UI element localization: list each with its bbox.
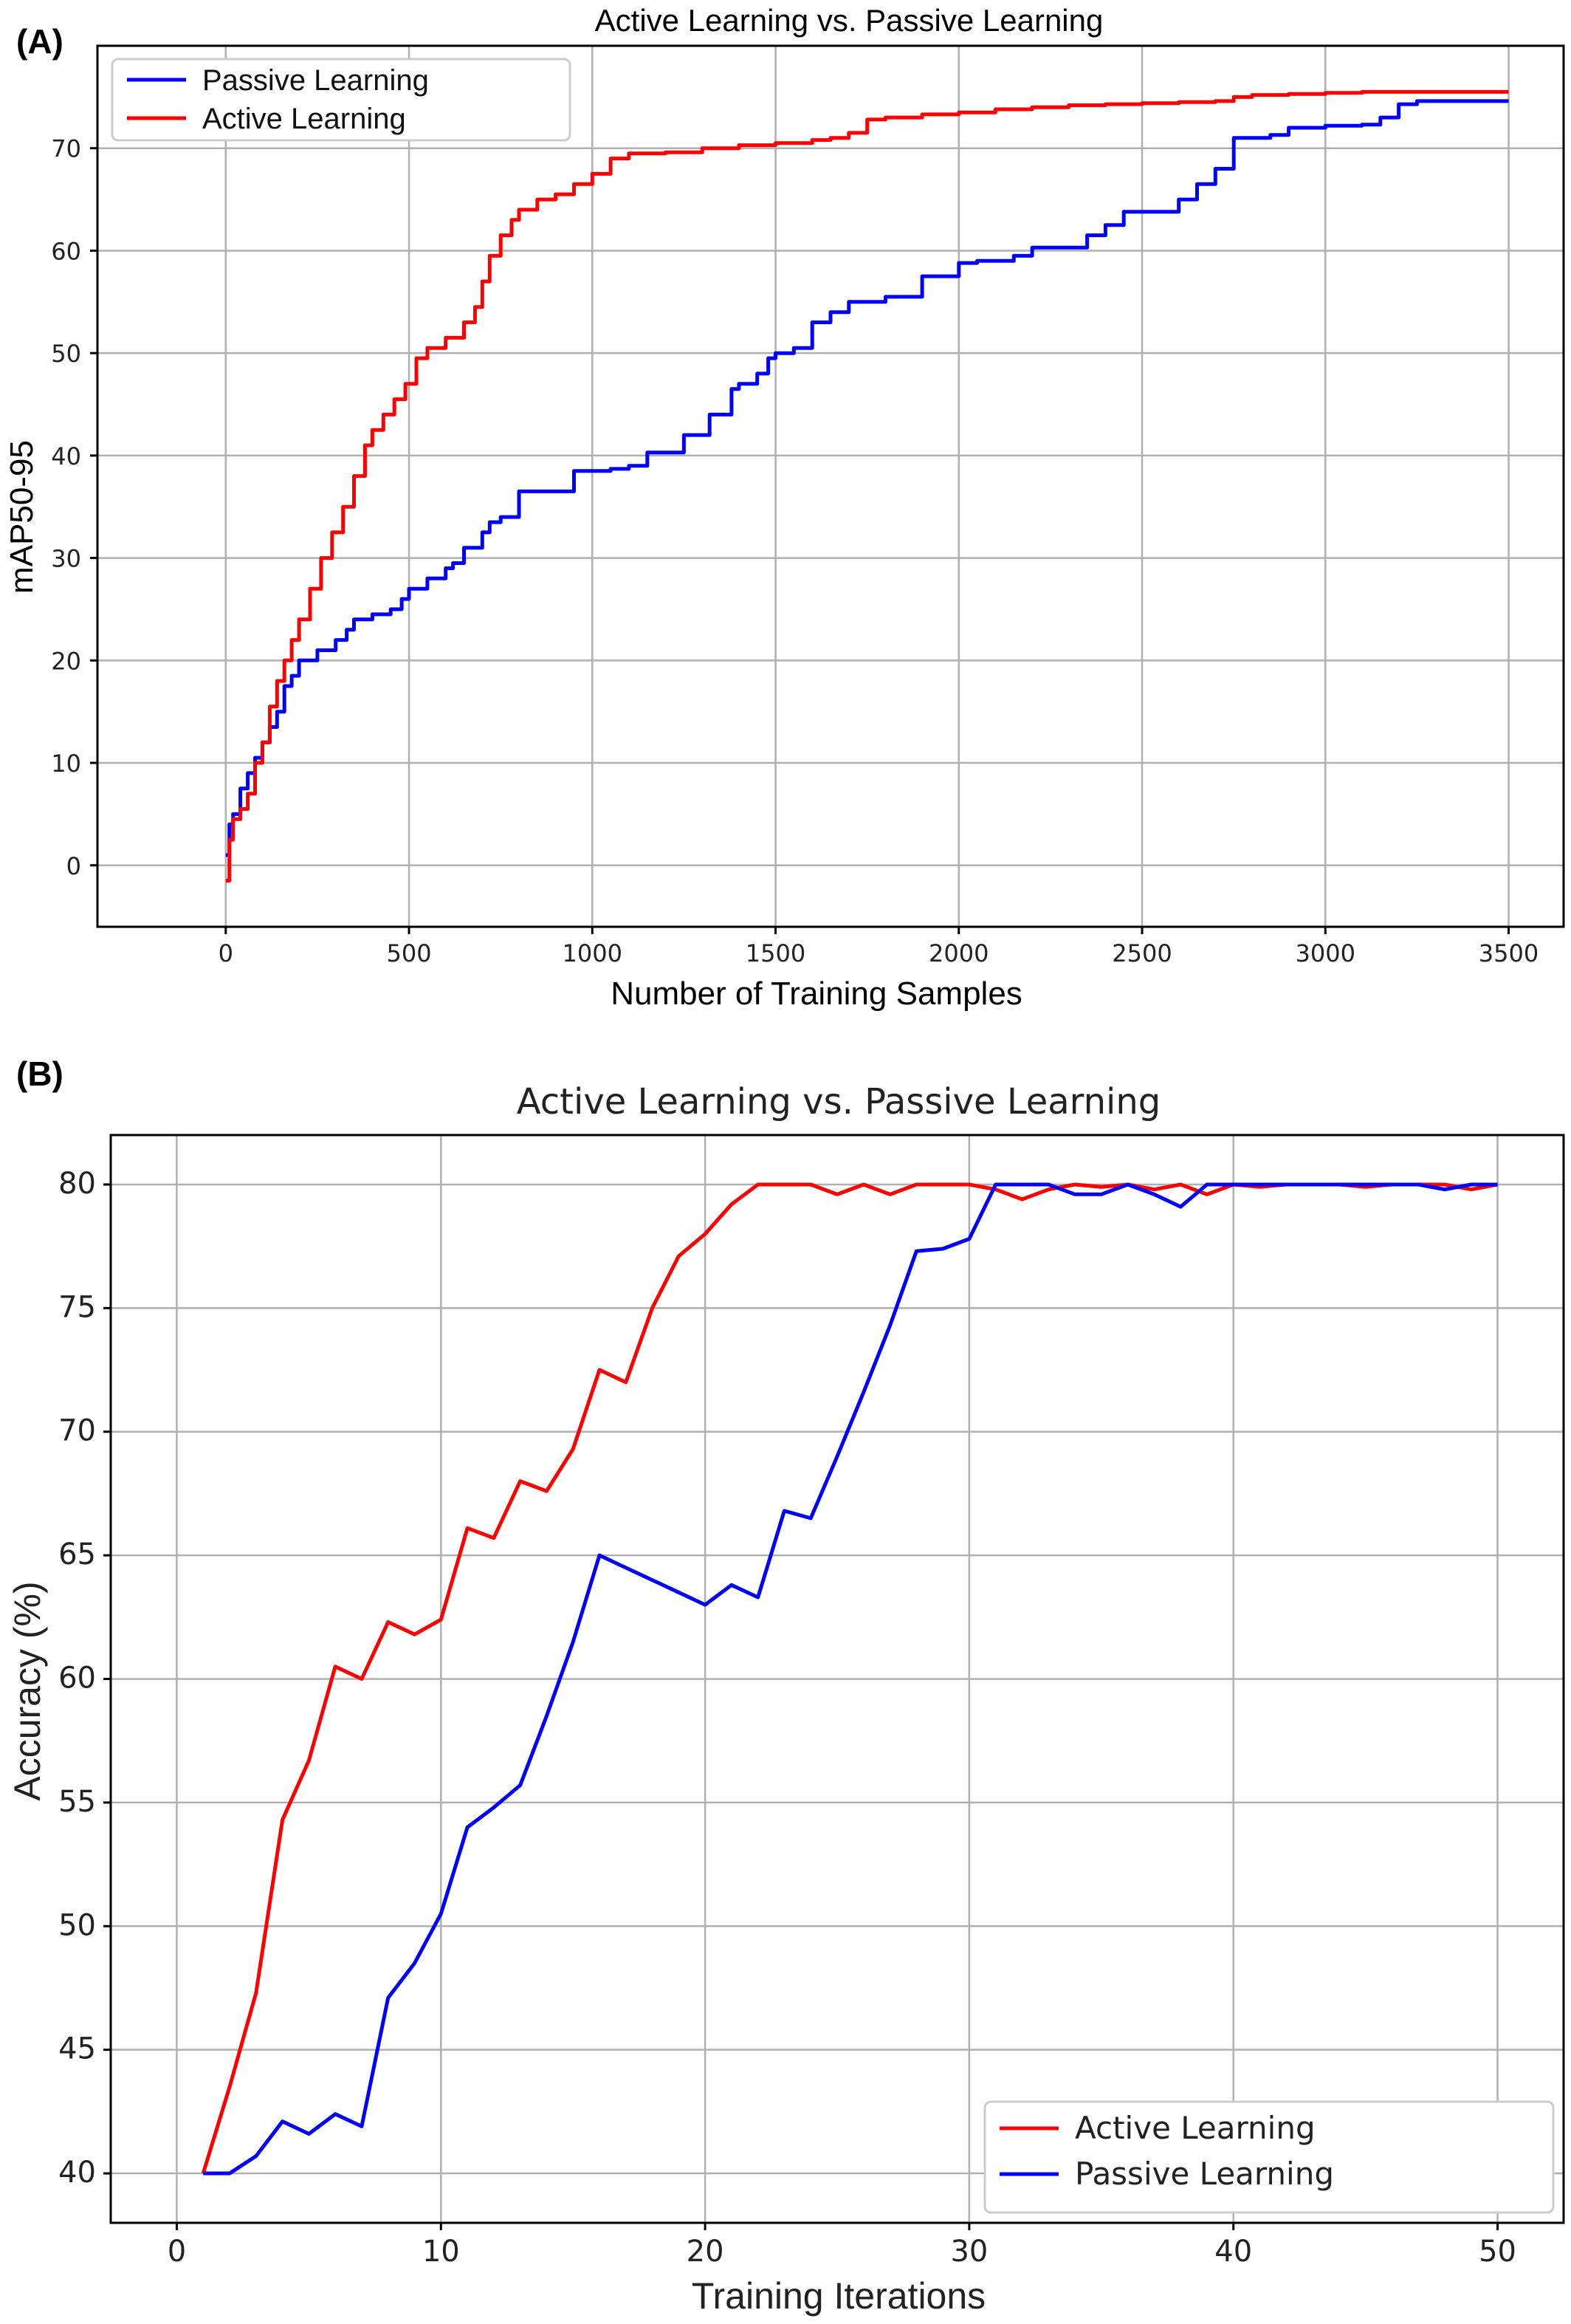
panel-a-x-tick-label: 0 <box>219 939 233 967</box>
panel-a-y-tick-label: 70 <box>51 135 81 163</box>
panel-b-x-axis-label: Training Iterations <box>692 2275 986 2317</box>
panel-b-y-tick-label: 45 <box>58 2032 96 2066</box>
panel-a-plot-frame <box>96 44 1565 928</box>
panel-a-y-tick-label: 0 <box>66 852 81 880</box>
panel-a-x-tick-label: 3000 <box>1296 939 1355 967</box>
panel-b-y-tick-label: 70 <box>58 1414 96 1448</box>
panel-a-title: Active Learning vs. Passive Learning <box>595 3 1104 38</box>
panel-b-x-tick-label: 50 <box>1479 2235 1516 2269</box>
panel-a-series-passive-learning-line <box>225 99 1509 857</box>
panel-b-x-tick-label: 0 <box>168 2235 186 2269</box>
panel-a-y-tick-label: 30 <box>51 545 81 573</box>
panel-b-y-tick-label: 65 <box>58 1538 96 1571</box>
panel-a-y-tick-label: 40 <box>51 442 81 470</box>
panel-a-x-tick-label: 3500 <box>1479 939 1539 967</box>
panel-b-title: Active Learning vs. Passive Learning <box>517 1081 1161 1122</box>
panel-a-x-tick-label: 2500 <box>1112 939 1172 967</box>
panel-b-legend-box <box>983 2100 1555 2214</box>
panel-b-y-tick-label: 60 <box>58 1662 96 1696</box>
panel-a-y-tick-label: 60 <box>51 237 81 265</box>
panel-b-legend-label-passive-learning: Passive Learning <box>1075 2156 1334 2192</box>
panel-b-x-tick-label: 10 <box>422 2235 460 2269</box>
panel-a-label: (A) <box>16 22 63 61</box>
panel-b-plot-frame <box>109 1134 1565 2224</box>
panel-b-y-axis-label: Accuracy (%) <box>7 1581 48 1800</box>
panel-b-x-tick-label: 30 <box>950 2235 988 2269</box>
panel-a-x-tick-label: 1000 <box>563 939 622 967</box>
panel-b-y-tick-label: 80 <box>58 1167 96 1201</box>
panel-b-y-tick-label: 40 <box>58 2156 96 2190</box>
panel-a-chart: (A) Active Learning vs. Passive Learning… <box>4 3 1565 1012</box>
panel-b-y-tick-label: 55 <box>58 1785 96 1819</box>
panel-b-y-tick-label: 50 <box>58 1908 96 1942</box>
panel-a-legend-label-active-learning: Active Learning <box>202 103 406 135</box>
panel-a-series-active-learning-line <box>225 89 1509 883</box>
panel-a-legend-box <box>111 58 571 142</box>
panel-b-x-tick-label: 20 <box>687 2235 724 2269</box>
panel-a-y-tick-label: 50 <box>51 340 81 368</box>
panel-b-chart: (B) Active Learning vs. Passive Learning… <box>7 1055 1565 2317</box>
panel-b-label: (B) <box>16 1055 63 1093</box>
panel-a-legend-label-passive-learning: Passive Learning <box>202 64 429 97</box>
panel-b-legend-label-active-learning: Active Learning <box>1075 2110 1316 2146</box>
panel-a-x-tick-label: 2000 <box>929 939 989 967</box>
panel-b-x-tick-label: 40 <box>1214 2235 1252 2269</box>
panel-a-x-axis-label: Number of Training Samples <box>611 976 1022 1012</box>
panel-b-series-passive-learning-line <box>203 1182 1498 2176</box>
panel-a-y-axis-label: mAP50-95 <box>4 440 40 594</box>
panel-a-legend: Passive Learning Active Learning <box>111 58 571 142</box>
panel-a-y-tick-label: 20 <box>51 647 81 675</box>
panel-a-y-tick-label: 10 <box>51 750 81 778</box>
panel-b-y-tick-label: 75 <box>58 1290 96 1324</box>
panel-b-legend: Active Learning Passive Learning <box>983 2100 1555 2214</box>
panel-a-x-tick-label: 1500 <box>746 939 805 967</box>
panel-a-x-tick-label: 500 <box>386 939 431 967</box>
